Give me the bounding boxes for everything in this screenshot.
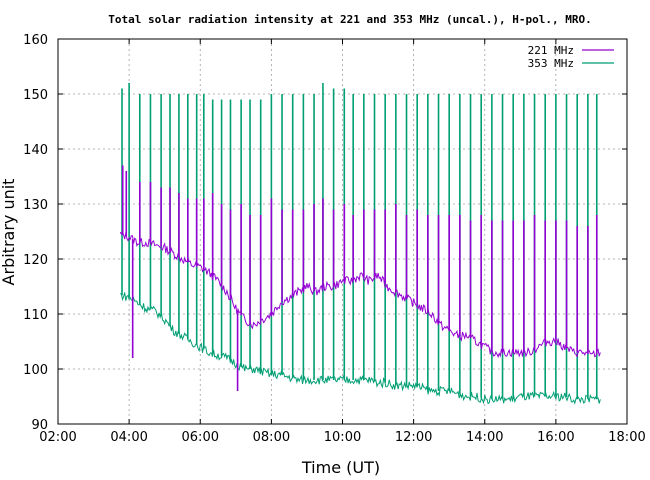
legend-label-353: 353 MHz: [528, 57, 574, 70]
legend: 221 MHz 353 MHz: [528, 44, 614, 70]
series-221-mhz: [119, 165, 601, 391]
x-tick-label: 10:00: [324, 430, 361, 445]
y-axis-label: Arbitrary unit: [0, 179, 18, 286]
series-line: [119, 230, 601, 359]
x-tick-label: 02:00: [39, 430, 76, 445]
y-tick-label: 130: [23, 198, 48, 213]
series-line: [120, 292, 601, 405]
chart-title: Total solar radiation intensity at 221 a…: [108, 13, 591, 26]
legend-label-221: 221 MHz: [528, 44, 574, 57]
axis-ticks: 02:00 04:00 06:00 08:00 10:00 12:00 14:00 16:00…: [23, 33, 646, 445]
x-tick-label: 18:00: [608, 430, 645, 445]
x-tick-label: 06:00: [182, 430, 219, 445]
y-tick-label: 160: [23, 33, 48, 48]
x-axis-label: Time (UT): [301, 458, 380, 477]
x-tick-label: 12:00: [395, 430, 432, 445]
y-tick-label: 120: [23, 253, 48, 268]
x-tick-label: 08:00: [253, 430, 290, 445]
x-tick-label: 04:00: [110, 430, 147, 445]
y-tick-label: 140: [23, 143, 48, 158]
x-tick-label: 16:00: [537, 430, 574, 445]
series-layer: [119, 83, 601, 405]
y-tick-label: 100: [23, 363, 48, 378]
y-tick-label: 90: [31, 418, 48, 433]
y-tick-label: 110: [23, 308, 48, 323]
y-tick-label: 150: [23, 88, 48, 103]
x-tick-label: 14:00: [466, 430, 503, 445]
